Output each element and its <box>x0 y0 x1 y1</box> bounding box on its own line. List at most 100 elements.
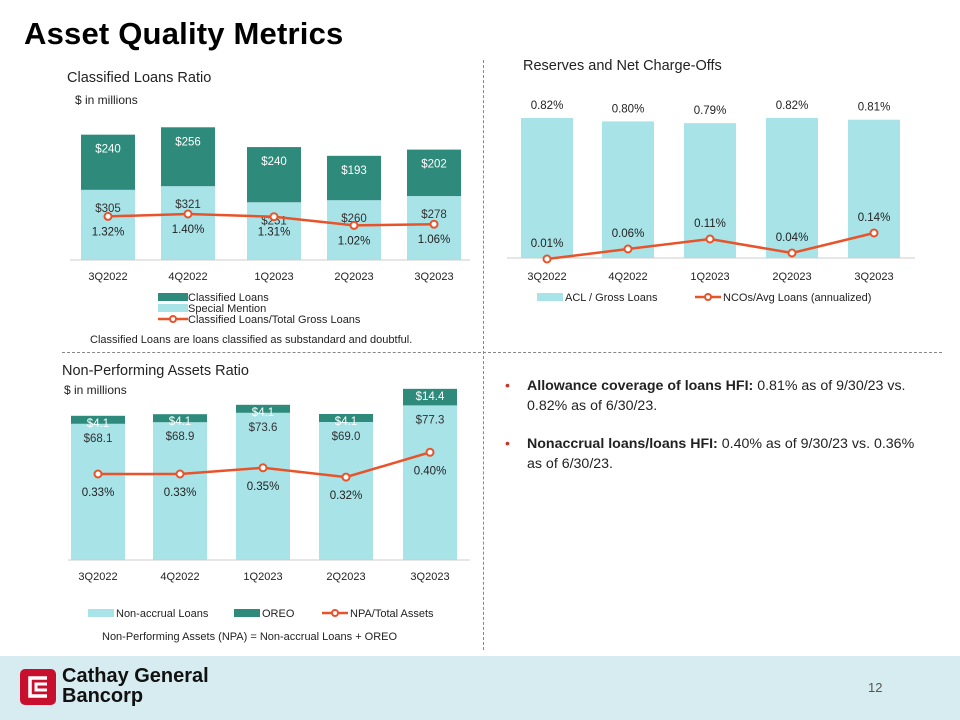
non-accrual-label: $69.0 <box>332 431 361 443</box>
legend-label: NCOs/Avg Loans (annualized) <box>723 292 871 304</box>
nco-point <box>542 254 552 264</box>
npa-ratio-label: 0.32% <box>330 490 363 502</box>
legend-label: Non-accrual Loans <box>116 608 209 620</box>
npa-ratio-label: 0.33% <box>82 487 115 499</box>
ratio-point <box>103 211 113 221</box>
special-mention-label: $278 <box>421 209 447 221</box>
nco-label: 0.14% <box>858 212 891 224</box>
classified-loans-label: $202 <box>421 159 447 171</box>
npa-ratio-point <box>175 469 185 479</box>
non-accrual-bar <box>319 422 373 560</box>
nco-point <box>705 234 715 244</box>
key-points: • Allowance coverage of loans HFI: 0.81%… <box>505 376 915 492</box>
non-accrual-label: $68.9 <box>166 431 195 443</box>
ratio-label: 1.40% <box>172 224 205 236</box>
x-tick-label: 1Q2023 <box>254 271 293 283</box>
acl-label: 0.81% <box>858 102 891 114</box>
brand-line-1: Cathay General <box>62 665 209 687</box>
cathay-logo-icon <box>20 669 56 705</box>
legend-swatch-special <box>158 304 188 312</box>
oreo-label: $4.1 <box>87 418 109 430</box>
legend-label: NPA/Total Assets <box>350 608 434 620</box>
classified-loans-label: $193 <box>341 165 367 177</box>
footer-band <box>0 656 960 720</box>
classified-loans-bar <box>81 134 135 190</box>
x-tick-label: 3Q2022 <box>527 271 566 283</box>
oreo-bar <box>319 414 373 422</box>
bullet-dot-icon: • <box>505 436 510 452</box>
nco-label: 0.04% <box>776 232 809 244</box>
legend-label: Classified Loans <box>188 292 269 304</box>
chart-footnote: Classified Loans are loans classified as… <box>90 334 412 345</box>
nco-point <box>869 228 879 238</box>
non-accrual-bar <box>71 423 125 560</box>
oreo-bar <box>236 404 290 413</box>
acl-label: 0.82% <box>776 100 809 112</box>
nco-point <box>623 244 633 254</box>
special-mention-bar <box>81 189 135 260</box>
non-accrual-label: $68.1 <box>84 433 113 445</box>
non-accrual-bar <box>153 422 207 560</box>
non-accrual-bar <box>403 405 457 560</box>
legend-swatch-acl <box>537 293 563 301</box>
classified-loans-label: $256 <box>175 136 201 148</box>
x-tick-label: 2Q2023 <box>326 571 365 583</box>
classified-chart-subtitle: $ in millions <box>75 93 138 107</box>
special-mention-label: $260 <box>341 213 367 225</box>
x-tick-label: 4Q2022 <box>168 271 207 283</box>
x-tick-label: 3Q2023 <box>414 271 453 283</box>
oreo-label: $4.1 <box>335 416 357 428</box>
special-mention-bar <box>327 200 381 260</box>
bullet-label: Nonaccrual loans/loans HFI: <box>527 436 718 452</box>
bullet-dot-icon: • <box>505 378 510 394</box>
legend-swatch-classified <box>158 293 188 301</box>
npa-ratio-point <box>425 447 435 457</box>
ratio-point <box>349 220 359 230</box>
legend-swatch-non-accrual <box>88 609 114 617</box>
non-accrual-label: $73.6 <box>249 422 278 434</box>
x-tick-label: 2Q2023 <box>772 271 811 283</box>
classified-loans-bar <box>327 155 381 201</box>
npa-ratio-label: 0.40% <box>414 465 447 477</box>
npa-ratio-label: 0.33% <box>164 487 197 499</box>
legend-label: Classified Loans/Total Gross Loans <box>188 314 361 326</box>
chart-footnote: Non-Performing Assets (NPA) = Non-accrua… <box>102 631 398 643</box>
acl-label: 0.82% <box>531 100 564 112</box>
oreo-bar <box>153 414 207 423</box>
page-title: Asset Quality Metrics <box>24 16 344 51</box>
legend-swatch-point <box>331 609 339 617</box>
special-mention-bar <box>247 202 301 260</box>
npa-chart-subtitle: $ in millions <box>64 383 127 397</box>
legend-swatch-oreo <box>234 609 260 617</box>
bullet-text: 0.40% as of 9/30/23 vs. 0.36% as of 6/30… <box>527 436 915 472</box>
legend-swatch-point <box>169 315 177 323</box>
non-accrual-label: $77.3 <box>416 414 445 426</box>
oreo-bar <box>71 415 125 424</box>
x-tick-label: 1Q2023 <box>690 271 729 283</box>
npa-ratio-label: 0.35% <box>247 481 280 493</box>
bullet-label: Allowance coverage of loans HFI: <box>527 378 754 394</box>
classified-loans-bar <box>407 149 461 197</box>
legend-label: ACL / Gross Loans <box>565 292 658 304</box>
npa-ratio-point <box>93 469 103 479</box>
classified-loans-label: $240 <box>261 156 287 168</box>
ratio-label: 1.02% <box>338 235 371 247</box>
acl-bar <box>602 121 654 258</box>
x-tick-label: 3Q2023 <box>410 571 449 583</box>
reserves-chart-title: Reserves and Net Charge-Offs <box>523 58 722 74</box>
x-tick-label: 2Q2023 <box>334 271 373 283</box>
special-mention-label: $321 <box>175 199 201 211</box>
ratio-label: 1.31% <box>258 227 291 239</box>
x-tick-label: 3Q2022 <box>88 271 127 283</box>
legend-swatch-point <box>704 293 712 301</box>
acl-label: 0.79% <box>694 105 727 117</box>
ratio-label: 1.32% <box>92 226 125 238</box>
acl-bar <box>521 118 573 258</box>
classified-loans-bar <box>161 127 215 187</box>
nco-label: 0.06% <box>612 228 645 240</box>
reserves-chart: 0.82% 3Q2022 0.01% 0.80% 4Q2022 0.06% 0.79% 1Q2… <box>507 100 915 304</box>
special-mention-bar <box>161 186 215 260</box>
x-tick-label: 3Q2023 <box>854 271 893 283</box>
npa-ratio-point <box>258 463 268 473</box>
acl-label: 0.80% <box>612 103 645 115</box>
